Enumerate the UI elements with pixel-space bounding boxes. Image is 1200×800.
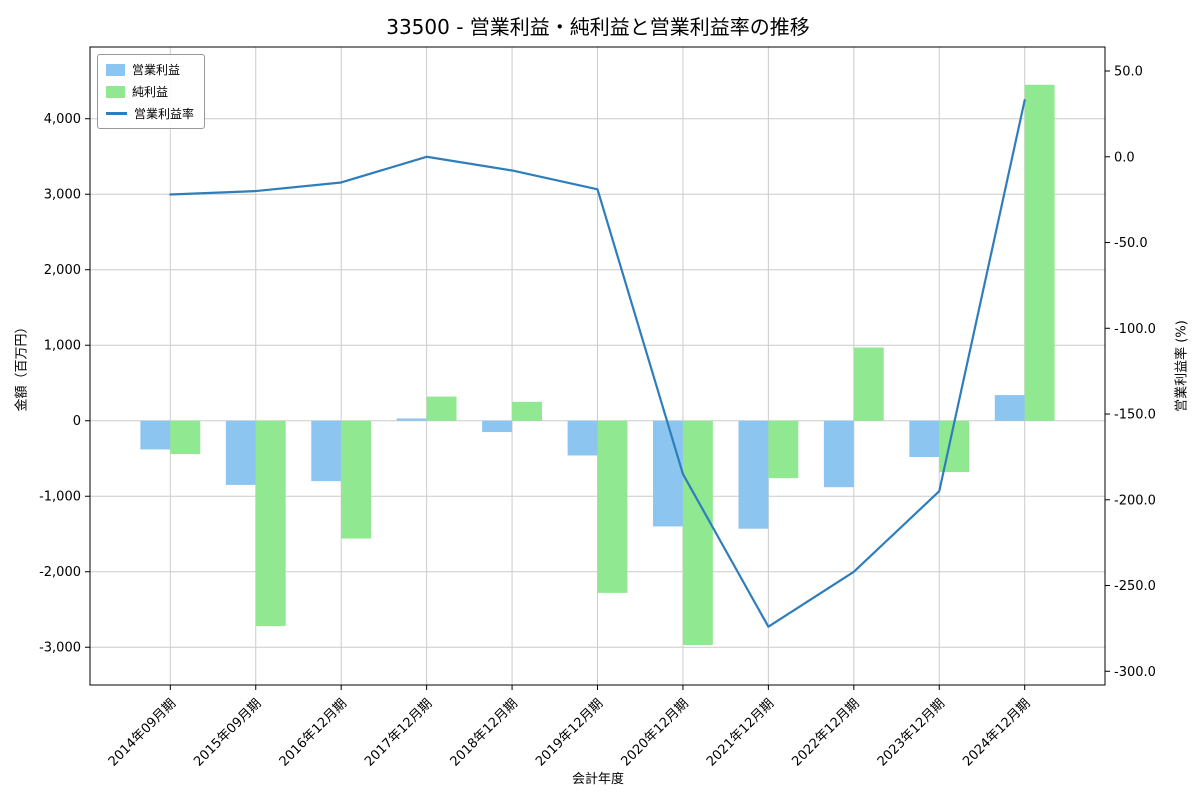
bar-net-profit — [853, 347, 884, 421]
x-tick-label: 2022年12月期 — [789, 696, 862, 769]
legend-label-net-profit: 純利益 — [132, 85, 169, 99]
y-tick-label-left: -3,000 — [39, 641, 81, 656]
line-operating-margin — [169, 99, 1026, 628]
bar-net-profit — [939, 420, 970, 473]
bar-operating-profit — [994, 395, 1025, 421]
y-tick-label-left: 1,000 — [44, 339, 81, 354]
x-tick-label: 2018年12月期 — [448, 696, 521, 769]
legend-item-operating-profit: 営業利益 — [106, 61, 194, 78]
legend-label-operating-margin: 営業利益率 — [134, 107, 195, 121]
legend: 営業利益 純利益 営業利益率 — [97, 54, 206, 129]
y-tick-label-left: 2,000 — [44, 263, 81, 278]
bar-operating-profit — [482, 420, 513, 433]
x-tick-label: 2017年12月期 — [362, 696, 435, 769]
chart-title: 33500 - 営業利益・純利益と営業利益率の推移 — [386, 15, 810, 39]
y-tick-label-right: -200.0 — [1114, 493, 1156, 508]
bar-net-profit — [1024, 84, 1055, 421]
bar-net-profit — [512, 401, 542, 421]
bar-net-profit — [255, 420, 286, 627]
x-tick-label: 2020年12月期 — [618, 696, 691, 769]
y-tick-label-left: -2,000 — [39, 565, 81, 580]
y-tick-label-right: -250.0 — [1114, 579, 1156, 594]
x-tick-label: 2015年09月期 — [191, 696, 264, 769]
y-tick-label-right: -300.0 — [1114, 665, 1156, 680]
legend-item-operating-margin: 営業利益率 — [106, 105, 194, 122]
y-tick-label-right: -50.0 — [1114, 236, 1148, 251]
bar-operating-profit — [823, 420, 854, 488]
y-tick-label-left: -1,000 — [39, 490, 81, 505]
legend-label-operating-profit: 営業利益 — [132, 63, 181, 77]
bar-operating-profit — [909, 420, 940, 457]
bar-operating-profit — [653, 420, 683, 527]
x-tick-label: 2016年12月期 — [277, 696, 350, 769]
bar-operating-profit — [567, 420, 598, 456]
legend-swatch-operating-profit — [106, 63, 125, 76]
bar-net-profit — [170, 420, 201, 454]
bar-net-profit — [341, 420, 372, 539]
y-axis-label-right: 営業利益率 (%) — [1174, 320, 1190, 412]
y-tick-label-left: 4,000 — [44, 112, 81, 127]
bar-net-profit — [682, 420, 713, 645]
legend-swatch-net-profit — [106, 85, 125, 98]
bar-operating-profit — [396, 418, 427, 421]
y-tick-label-left: 3,000 — [44, 188, 81, 203]
legend-swatch-operating-margin-line — [106, 112, 127, 115]
x-tick-label: 2021年12月期 — [704, 696, 777, 769]
y-tick-label-right: 50.0 — [1114, 65, 1143, 80]
bar-net-profit — [426, 396, 457, 421]
x-tick-label: 2014年09月期 — [106, 696, 179, 769]
x-tick-label: 2024年12月期 — [960, 696, 1033, 769]
legend-item-net-profit: 純利益 — [106, 83, 194, 100]
bar-net-profit — [597, 420, 628, 593]
x-axis-label: 会計年度 — [571, 772, 625, 787]
bar-net-profit — [768, 420, 799, 479]
bar-operating-profit — [225, 420, 256, 485]
x-tick-label: 2019年12月期 — [533, 696, 606, 769]
bar-operating-profit — [140, 420, 171, 450]
y-tick-label-right: 0.0 — [1114, 150, 1135, 165]
y-tick-label-left: 0 — [73, 414, 81, 429]
y-tick-label-right: -150.0 — [1114, 408, 1156, 423]
y-tick-label-right: -100.0 — [1114, 322, 1156, 337]
bar-operating-profit — [738, 420, 769, 529]
y-axis-label-left: 金額（百万円） — [14, 320, 30, 412]
bar-operating-profit — [311, 420, 342, 482]
x-tick-label: 2023年12月期 — [875, 696, 948, 769]
